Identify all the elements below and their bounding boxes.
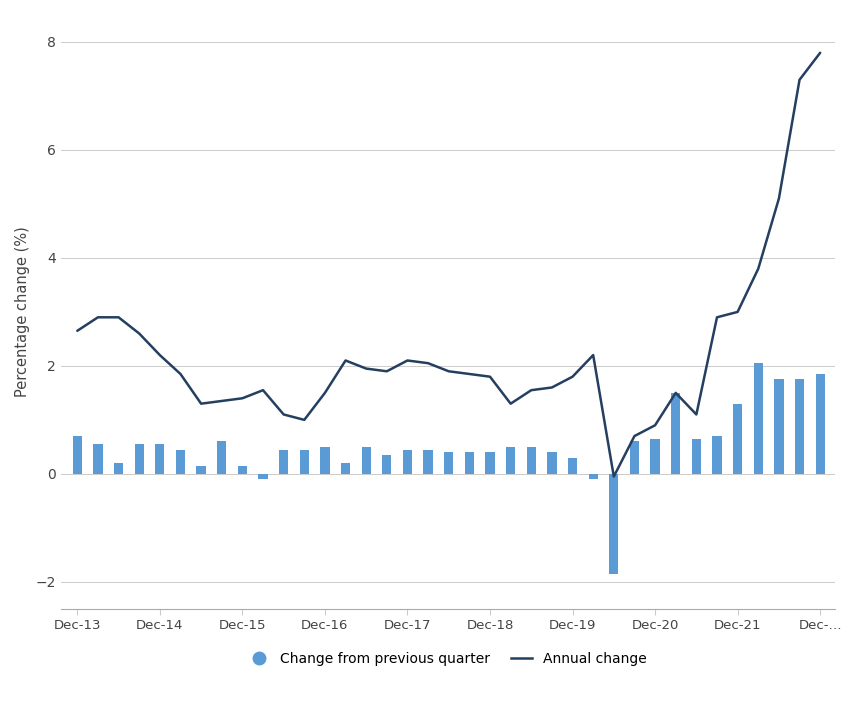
Bar [671,393,680,474]
Bar [733,404,742,474]
Bar [135,444,143,474]
Bar [279,449,289,474]
Bar [609,474,618,574]
Bar [630,442,639,474]
Bar [465,452,474,474]
Bar [753,363,763,474]
Bar [73,436,82,474]
Bar [588,474,598,479]
Bar [197,466,206,474]
Bar [485,452,495,474]
Bar [300,449,309,474]
Bar [94,444,102,474]
Bar [774,380,783,474]
Bar [341,463,350,474]
Bar [114,463,123,474]
Bar [362,447,371,474]
Bar [712,436,722,474]
Bar [259,474,268,479]
Bar [320,447,330,474]
Bar [155,444,164,474]
Bar [568,458,577,474]
Bar [691,439,701,474]
Bar [444,452,454,474]
Bar [423,449,433,474]
Bar [382,455,392,474]
Bar [547,452,557,474]
Bar [403,449,412,474]
Y-axis label: Percentage change (%): Percentage change (%) [15,227,30,397]
Bar [217,442,227,474]
Bar [650,439,660,474]
Bar [506,447,515,474]
Legend: Change from previous quarter, Annual change: Change from previous quarter, Annual cha… [241,645,654,673]
Bar [176,449,186,474]
Bar [815,374,825,474]
Bar [527,447,536,474]
Bar [795,380,804,474]
Bar [238,466,247,474]
